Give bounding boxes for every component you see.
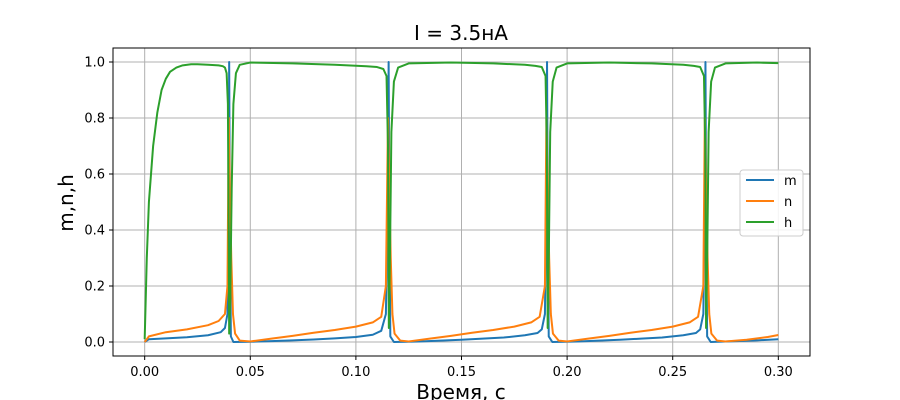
x-tick-label: 0.00 xyxy=(130,365,159,380)
x-tick-label: 0.25 xyxy=(658,365,687,380)
x-tick-label: 0.20 xyxy=(553,365,582,380)
x-axis-ticks: 0.00 0.05 0.10 0.15 0.20 0.25 0.30 xyxy=(130,356,793,380)
x-tick-label: 0.05 xyxy=(236,365,265,380)
series-line-h xyxy=(143,61,779,340)
y-tick-label: 0.2 xyxy=(84,280,105,295)
y-tick-label: 1.0 xyxy=(84,56,105,71)
y-axis-ticks: 0.0 0.2 0.4 0.6 0.8 1.0 xyxy=(84,56,113,351)
series-lines xyxy=(143,61,779,343)
series-line-n xyxy=(143,117,779,343)
x-tick-label: 0.15 xyxy=(447,365,476,380)
y-tick-label: 0.8 xyxy=(84,112,105,127)
y-tick-label: 0.4 xyxy=(84,224,105,239)
y-axis-label: m,n,h xyxy=(54,174,78,232)
legend-label-h: h xyxy=(784,216,792,231)
chart-title: I = 3.5нА xyxy=(414,21,508,45)
legend-box xyxy=(739,169,804,237)
legend: mnh xyxy=(739,169,804,237)
x-tick-label: 0.10 xyxy=(341,365,370,380)
y-tick-label: 0.6 xyxy=(84,168,105,183)
x-tick-label: 0.30 xyxy=(764,365,793,380)
y-tick-label: 0.0 xyxy=(84,336,105,351)
legend-label-m: m xyxy=(784,174,797,189)
legend-label-n: n xyxy=(784,195,792,210)
x-axis-label: Время, с xyxy=(416,380,506,400)
